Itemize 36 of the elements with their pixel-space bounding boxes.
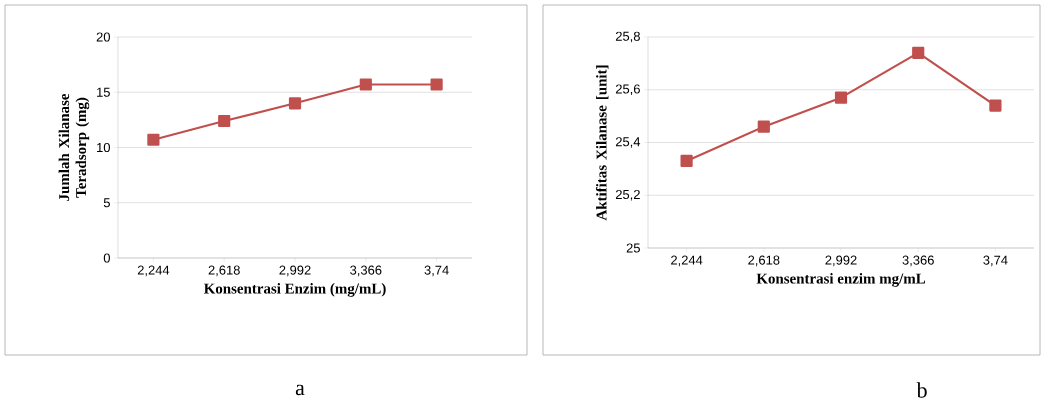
y-tick-label: 20 <box>96 32 110 42</box>
point <box>989 99 1002 112</box>
point <box>147 133 160 146</box>
y-tick-label: 0 <box>103 253 110 263</box>
point <box>680 154 693 168</box>
x-tick-label: 2,618 <box>748 255 780 267</box>
x-axis-title: Konsentrasi Enzim (mg/mL) <box>203 283 386 297</box>
point <box>757 120 770 133</box>
text: a <box>295 384 305 396</box>
y-tick-label: 5 <box>103 198 110 208</box>
point <box>288 97 302 110</box>
x-tick-label: 3,366 <box>350 265 382 277</box>
point <box>834 91 848 104</box>
x-tick-label: 3,366 <box>902 255 934 267</box>
y-tick-label: 25,6 <box>615 84 640 96</box>
y-axis-title: Aktifitas Xilanase [unit] <box>595 65 609 221</box>
x-tick-label: 2,992 <box>825 255 857 267</box>
x-tick-label: 3,74 <box>983 255 1008 267</box>
text: b <box>916 382 927 398</box>
x-tick-label: 3,74 <box>424 265 449 277</box>
y-tick-label: 10 <box>97 142 110 153</box>
point <box>912 46 925 59</box>
x-tick-label: 2,244 <box>671 255 703 267</box>
x-tick-label: 2,992 <box>279 265 311 277</box>
y-tick-label: 25,4 <box>615 137 641 148</box>
point <box>218 114 231 128</box>
y-tick-label: 25 <box>626 243 640 253</box>
x-tick-label: 2,618 <box>208 265 240 277</box>
point <box>430 78 443 91</box>
x-tick-label: 2,244 <box>137 265 170 277</box>
x-axis-title: Konsentrasi enzim mg/mL <box>756 273 926 287</box>
point <box>359 78 372 91</box>
y-tick-label: 25,2 <box>615 189 640 201</box>
y-tick-label: 15 <box>97 87 110 97</box>
y-tick-label: 25,8 <box>615 31 640 43</box>
y-axis-title: Jumlah Xilanase Teradsorp (mg) <box>58 93 90 201</box>
